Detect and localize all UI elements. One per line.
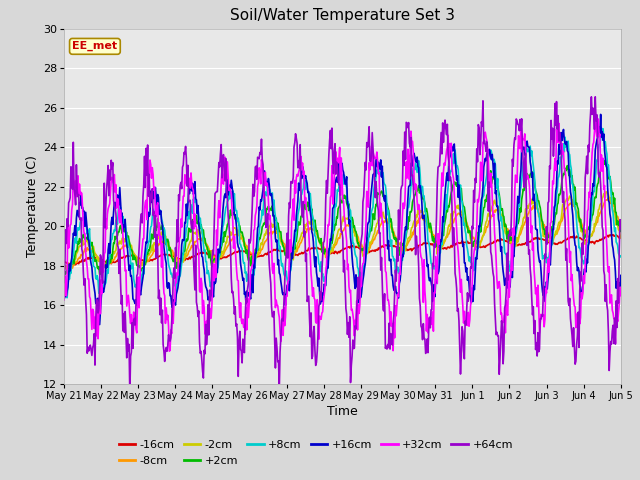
Legend: -16cm, -8cm, -2cm, +2cm, +8cm, +16cm, +32cm, +64cm: -16cm, -8cm, -2cm, +2cm, +8cm, +16cm, +3…: [114, 436, 518, 470]
Title: Soil/Water Temperature Set 3: Soil/Water Temperature Set 3: [230, 9, 455, 24]
Y-axis label: Temperature (C): Temperature (C): [26, 156, 38, 257]
Text: EE_met: EE_met: [72, 41, 118, 51]
X-axis label: Time: Time: [327, 405, 358, 418]
